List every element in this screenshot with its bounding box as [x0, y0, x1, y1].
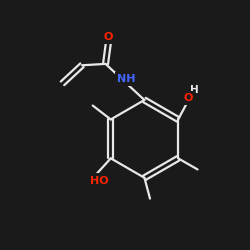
Text: H: H	[190, 85, 199, 95]
Text: O: O	[104, 32, 113, 42]
Text: NH: NH	[117, 74, 136, 84]
Text: O: O	[183, 93, 192, 103]
Text: HO: HO	[90, 176, 109, 186]
